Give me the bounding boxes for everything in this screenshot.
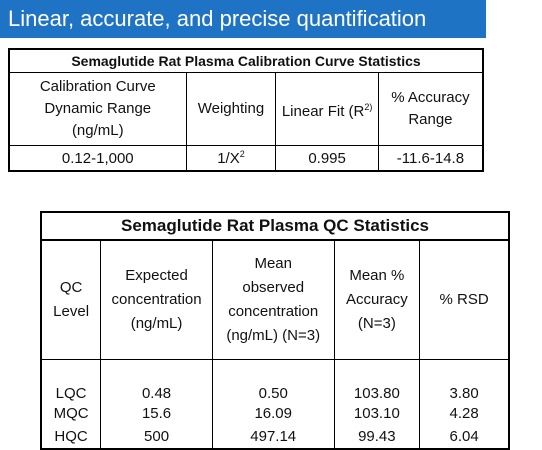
header-expected-line2: concentration <box>111 291 202 308</box>
header-observed-line4: (ng/mL) (N=3) <box>226 327 321 344</box>
header-dynamic-range-line3: (ng/mL) <box>71 122 124 139</box>
cell-accuracy-range: -11.6-14.8 <box>377 145 484 172</box>
table-row: MQC 15.6 16.09 103.10 4.28 <box>40 402 510 425</box>
cell-rsd: 4.28 <box>419 402 510 425</box>
table-row: LQC 0.48 0.50 103.80 3.80 <box>40 359 510 402</box>
calibration-table: Semaglutide Rat Plasma Calibration Curve… <box>8 48 484 172</box>
cell-rsd: 6.04 <box>419 425 510 450</box>
header-dynamic-range-line2: Dynamic Range <box>44 100 152 117</box>
header-linear-fit: Linear Fit (R2) <box>275 72 379 146</box>
cell-observed: 497.14 <box>211 425 335 450</box>
header-mean-accuracy-line2: Accuracy <box>346 291 408 308</box>
table-row: HQC 500 497.14 99.43 6.04 <box>40 425 510 450</box>
cell-accuracy: 103.10 <box>333 402 421 425</box>
header-accuracy-line1: % Accuracy <box>391 89 470 106</box>
header-qc-level: QC Level <box>40 239 102 360</box>
cell-accuracy: 103.80 <box>333 359 421 402</box>
header-observed-line3: concentration <box>228 303 319 320</box>
header-observed-line2: observed <box>242 279 305 296</box>
header-mean-accuracy: Mean % Accuracy (N=3) <box>333 239 421 360</box>
cell-level: LQC <box>40 359 102 402</box>
header-mean-accuracy-line1: Mean % <box>349 267 405 284</box>
calibration-table-title: Semaglutide Rat Plasma Calibration Curve… <box>8 48 484 73</box>
table-row: 0.12-1,000 1/X2 0.995 -11.6-14.8 <box>8 145 484 172</box>
header-mean-accuracy-line3: (N=3) <box>357 315 396 332</box>
header-linear-fit-superscript: 2) <box>364 101 373 112</box>
header-qc-level-line2: Level <box>53 303 90 320</box>
header-accuracy-line2: Range <box>408 111 453 128</box>
header-qc-level-line1: QC <box>59 279 83 296</box>
header-expected-line1: Expected <box>125 267 188 284</box>
cell-range: 0.12-1,000 <box>8 145 187 172</box>
header-dynamic-range-line1: Calibration Curve <box>39 78 156 95</box>
cell-weighting-superscript: 2 <box>239 149 245 159</box>
header-expected-line3: (ng/mL) <box>130 315 183 332</box>
header-dynamic-range: Calibration Curve Dynamic Range (ng/mL) <box>8 72 187 146</box>
header-linear-fit-text: Linear Fit (R <box>281 102 365 120</box>
qc-table: Semaglutide Rat Plasma QC Statistics QC … <box>40 211 510 450</box>
cell-weighting-base: 1/X <box>217 150 240 167</box>
cell-rsd: 3.80 <box>419 359 510 402</box>
cell-accuracy: 99.43 <box>333 425 421 450</box>
cell-expected: 15.6 <box>100 402 213 425</box>
cell-observed: 0.50 <box>211 359 335 402</box>
header-expected-concentration: Expected concentration (ng/mL) <box>100 239 213 360</box>
banner-title: Linear, accurate, and precise quantifica… <box>0 0 486 38</box>
cell-expected: 500 <box>100 425 213 450</box>
header-accuracy-range: % Accuracy Range <box>377 72 484 146</box>
cell-level: HQC <box>40 425 102 450</box>
qc-table-title: Semaglutide Rat Plasma QC Statistics <box>40 211 510 241</box>
header-observed-concentration: Mean observed concentration (ng/mL) (N=3… <box>211 239 335 360</box>
header-rsd: % RSD <box>419 239 510 360</box>
cell-level: MQC <box>40 402 102 425</box>
header-weighting: Weighting <box>185 72 277 146</box>
cell-observed: 16.09 <box>211 402 335 425</box>
cell-weighting: 1/X2 <box>185 145 277 172</box>
cell-expected: 0.48 <box>100 359 213 402</box>
header-observed-line1: Mean <box>254 255 292 272</box>
cell-linear-fit: 0.995 <box>275 145 379 172</box>
